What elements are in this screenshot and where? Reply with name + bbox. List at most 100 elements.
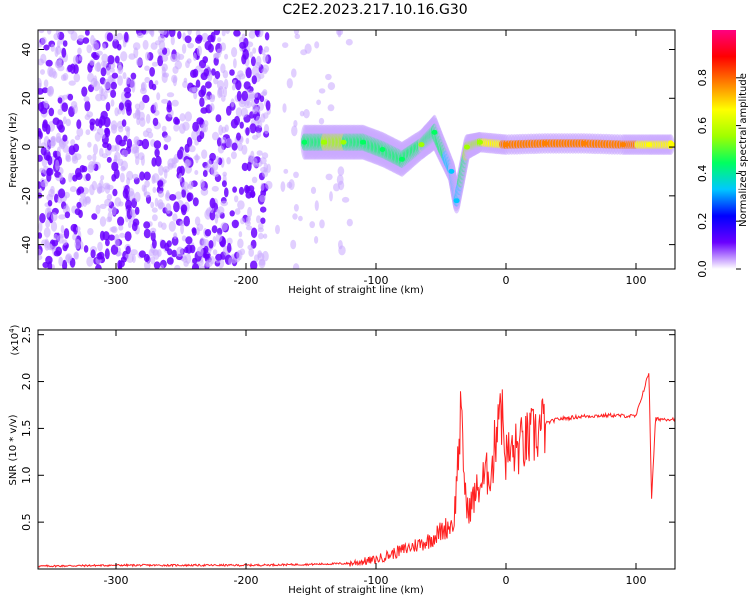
noise-speck bbox=[244, 100, 252, 109]
colorbar-tick-label: 0.6 bbox=[696, 117, 709, 135]
y-tick-label: 1.5 bbox=[20, 420, 33, 438]
noise-speck bbox=[38, 248, 42, 256]
noise-speck bbox=[318, 88, 326, 94]
noise-speck bbox=[140, 155, 145, 166]
noise-speck bbox=[173, 201, 180, 213]
noise-speck bbox=[111, 205, 117, 216]
noise-speck bbox=[158, 165, 164, 176]
noise-speck bbox=[240, 217, 245, 225]
noise-speck bbox=[123, 135, 128, 142]
noise-speck bbox=[53, 250, 61, 257]
track-point bbox=[453, 198, 460, 204]
noise-speck bbox=[130, 208, 135, 217]
noise-speck bbox=[195, 79, 201, 88]
noise-speck bbox=[171, 157, 178, 165]
noise-speck bbox=[329, 191, 333, 202]
noise-speck bbox=[225, 30, 230, 34]
noise-speck bbox=[248, 185, 255, 192]
noise-speck bbox=[38, 232, 43, 239]
noise-speck bbox=[218, 86, 224, 97]
noise-speck bbox=[38, 187, 43, 194]
track-point bbox=[431, 129, 438, 135]
colorbar-tick-label: 0.8 bbox=[696, 69, 709, 87]
noise-speck bbox=[43, 227, 51, 238]
noise-speck bbox=[93, 38, 97, 44]
noise-speck bbox=[78, 55, 83, 62]
noise-speck bbox=[196, 117, 204, 125]
noise-speck bbox=[161, 98, 169, 104]
noise-speck bbox=[293, 120, 298, 128]
x-tick-label: -300 bbox=[104, 574, 129, 587]
noise-speck bbox=[157, 221, 163, 228]
noise-speck bbox=[100, 133, 106, 139]
noise-speck bbox=[241, 90, 249, 102]
noise-speck bbox=[220, 42, 227, 51]
noise-speck bbox=[152, 239, 157, 249]
noise-speck bbox=[140, 81, 147, 92]
track-point bbox=[360, 139, 366, 145]
noise-speck bbox=[86, 256, 94, 267]
noise-speck bbox=[260, 182, 265, 191]
noise-speck bbox=[216, 137, 222, 147]
noise-speck bbox=[226, 237, 233, 245]
noise-speck bbox=[203, 95, 209, 101]
snr-y-multiplier-base: (x10 bbox=[10, 333, 21, 356]
noise-speck bbox=[229, 210, 235, 217]
noise-speck bbox=[282, 42, 289, 48]
noise-speck bbox=[241, 162, 249, 172]
noise-speck bbox=[74, 135, 81, 141]
noise-speck bbox=[50, 212, 58, 222]
noise-speck bbox=[126, 138, 133, 149]
noise-speck bbox=[92, 41, 100, 52]
noise-speck bbox=[158, 30, 164, 34]
noise-speck bbox=[125, 245, 131, 255]
noise-speck bbox=[260, 206, 267, 213]
noise-speck bbox=[152, 214, 158, 222]
noise-speck bbox=[138, 250, 146, 258]
noise-speck bbox=[258, 232, 264, 240]
noise-speck bbox=[99, 179, 104, 189]
noise-speck bbox=[217, 206, 225, 215]
noise-speck bbox=[238, 186, 245, 195]
noise-speck bbox=[239, 41, 247, 49]
noise-speck bbox=[149, 67, 156, 77]
noise-speck bbox=[50, 221, 58, 232]
noise-speck bbox=[111, 174, 117, 182]
noise-speck bbox=[196, 34, 203, 42]
noise-speck bbox=[286, 78, 293, 89]
noise-speck bbox=[168, 30, 176, 38]
noise-speck bbox=[79, 192, 86, 198]
track-point bbox=[418, 142, 425, 148]
noise-speck bbox=[143, 228, 151, 239]
noise-speck bbox=[254, 30, 260, 36]
noise-speck bbox=[254, 97, 260, 104]
noise-speck bbox=[76, 201, 82, 209]
noise-speck bbox=[209, 94, 216, 100]
noise-speck bbox=[252, 134, 259, 140]
noise-speck bbox=[180, 204, 188, 213]
noise-speck bbox=[57, 97, 63, 104]
noise-speck bbox=[115, 134, 123, 145]
noise-speck bbox=[120, 256, 127, 263]
noise-speck bbox=[65, 253, 73, 262]
noise-speck bbox=[252, 47, 257, 54]
noise-speck bbox=[85, 173, 91, 182]
noise-speck bbox=[62, 239, 68, 246]
noise-speck bbox=[303, 109, 310, 119]
noise-speck bbox=[74, 239, 81, 250]
noise-speck bbox=[288, 179, 295, 191]
noise-speck bbox=[147, 131, 154, 139]
spectrogram-x-ticks: -300 -200 -100 0 100 bbox=[104, 30, 647, 287]
track-point bbox=[301, 139, 308, 145]
noise-speck bbox=[96, 50, 103, 56]
noise-speck bbox=[48, 68, 56, 78]
noise-speck bbox=[244, 184, 250, 194]
noise-speck bbox=[345, 38, 353, 46]
noise-speck bbox=[237, 200, 245, 210]
noise-speck bbox=[57, 234, 64, 244]
noise-speck bbox=[145, 113, 151, 124]
snr-panel: -300 -200 -100 0 100 0.5 1.0 1.5 2.0 2.5 Height … bbox=[8, 324, 676, 596]
noise-speck bbox=[201, 239, 210, 246]
noise-speck bbox=[249, 51, 254, 58]
noise-speck bbox=[192, 197, 199, 207]
